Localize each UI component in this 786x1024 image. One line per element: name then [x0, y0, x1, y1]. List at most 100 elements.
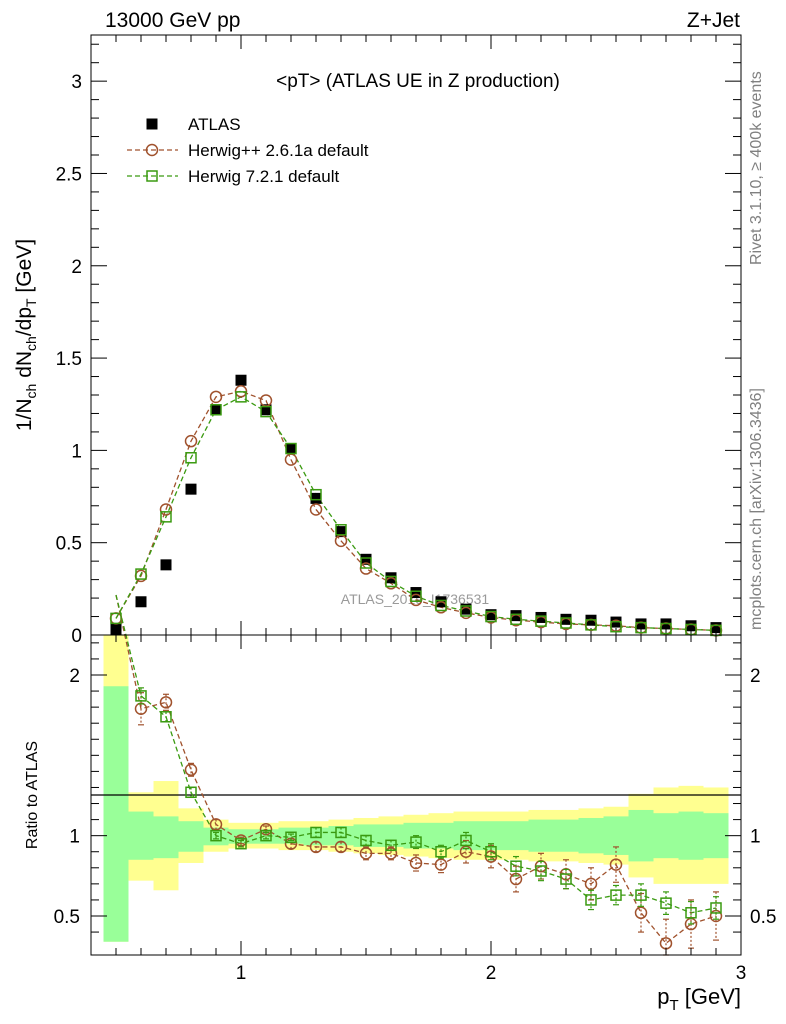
ratio-uncertainty-bands — [103, 635, 729, 942]
main-panel-ticks — [90, 35, 742, 636]
ratio-data-point — [384, 847, 398, 860]
data-point — [410, 590, 422, 602]
data-point — [184, 434, 198, 448]
y-tick-label: 3 — [71, 72, 82, 93]
data-point — [309, 503, 323, 516]
main-panel: 0 0.5 1 1.5 2 2.5 3 ATLAS_2019_I1736531 <pT> (… — [13, 34, 742, 647]
ratio-y-tick-label-right: 1 — [750, 827, 761, 848]
ratio-data-point — [485, 845, 497, 858]
y-tick-label: 1.5 — [56, 349, 82, 370]
data-point — [160, 559, 172, 571]
data-point — [585, 619, 597, 631]
data-point — [360, 553, 372, 565]
data-point — [285, 443, 297, 455]
ratio-y-tick-label-left: 0.5 — [54, 907, 80, 928]
data-point — [135, 568, 147, 580]
ratio-y-axis-label: Ratio to ATLAS — [24, 741, 41, 849]
ratio-y-tick-label-right: 0.5 — [750, 907, 776, 928]
data-point — [435, 599, 447, 612]
ratio-y-tick-label-left: 1 — [69, 827, 80, 848]
data-point — [210, 404, 222, 416]
band-inner-bin — [128, 811, 154, 860]
data-point — [209, 390, 223, 404]
ratio-data-point — [634, 906, 648, 920]
main-title: <pT> (ATLAS UE in Z production) — [276, 71, 560, 92]
data-point — [135, 596, 147, 608]
ratio-data-point — [260, 829, 272, 842]
mcplots-label: mcplots.cern.ch [arXiv:1306.3436] — [748, 388, 765, 630]
ratio-data-point — [184, 763, 198, 777]
data-point — [235, 374, 247, 386]
y-tick-label: 2.5 — [56, 164, 82, 185]
band-inner-bin — [178, 821, 204, 852]
data-point — [535, 615, 547, 627]
band-inner-bin — [528, 819, 554, 852]
ratio-data-point — [335, 826, 347, 839]
ratio-data-point — [560, 873, 572, 885]
main-y-tick-labels: 0 0.5 1 1.5 2 2.5 3 — [56, 72, 82, 647]
ratio-data-point — [309, 840, 323, 854]
ratio-data-point — [159, 696, 173, 709]
data-point — [360, 557, 372, 569]
ratio-y-tick-labels: 0.5 0.5 1 1 2 2 — [54, 666, 777, 928]
ratio-data-point — [185, 786, 197, 799]
ratio-data-point — [160, 711, 172, 723]
data-point — [210, 404, 222, 416]
ratio-panel: 0.5 0.5 1 1 2 2 1 2 3 Ratio to ATLAS pT [GeV] — [24, 594, 777, 1014]
ratio-data-point — [609, 858, 623, 871]
x-axis-label: pT [GeV] — [657, 984, 741, 1014]
ratio-data-point — [310, 826, 322, 839]
band-inner-bin — [628, 809, 654, 862]
x-tick-label: 3 — [736, 963, 747, 984]
legend-label: ATLAS — [188, 115, 241, 134]
band-inner-bin — [603, 816, 629, 855]
ratio-data-point — [584, 877, 598, 891]
data-point — [485, 610, 497, 623]
legend-marker — [146, 118, 158, 130]
ratio-data-point — [235, 837, 247, 850]
header-energy: 13000 GeV pp — [105, 9, 240, 32]
data-point — [460, 605, 472, 617]
ratio-data-point — [460, 834, 472, 847]
ratio-data-point — [259, 822, 273, 836]
main-y-axis-label: 1/Nch dNch/dpT [GeV] — [13, 239, 39, 431]
data-point — [310, 492, 322, 504]
band-inner-bin — [378, 824, 404, 847]
data-point — [185, 483, 197, 495]
ratio-data-point — [134, 702, 148, 715]
ratio-series-lines — [115, 594, 717, 945]
band-inner-bin — [578, 817, 604, 854]
legend: ATLAS Herwig++ 2.6.1a default Herwig 7.2.1… — [127, 115, 369, 186]
rivet-label: Rivet 3.1.10, ≥ 400k events — [748, 71, 765, 265]
band-inner-bin — [553, 819, 579, 852]
ratio-series-line — [115, 594, 717, 914]
data-point — [110, 612, 122, 625]
band-inner-bin — [103, 686, 129, 942]
y-tick-label: 2 — [71, 257, 82, 278]
ratio-data-point — [610, 889, 622, 901]
band-inner-bin — [678, 811, 704, 860]
ratio-data-point — [359, 847, 373, 860]
ratio-panel-ticks — [90, 635, 742, 955]
ratio-data-point — [635, 889, 647, 901]
ratio-data-point — [660, 897, 672, 909]
ratio-data-point — [360, 834, 372, 847]
data-point — [260, 405, 272, 418]
y-tick-label: 0.5 — [56, 534, 82, 555]
x-tick-label: 2 — [486, 963, 497, 984]
ratio-y-tick-label-right: 2 — [750, 666, 761, 687]
legend-marker — [146, 170, 158, 182]
data-point — [510, 610, 522, 622]
ratio-series-marks — [134, 687, 723, 956]
band-inner-bin — [503, 821, 529, 851]
data-point — [385, 575, 397, 588]
data-point — [185, 452, 197, 464]
data-point — [235, 391, 247, 403]
data-point — [260, 404, 272, 416]
ratio-data-point — [285, 831, 297, 844]
data-point — [335, 526, 347, 538]
ratio-series-line — [115, 594, 717, 945]
data-point — [159, 503, 173, 516]
data-point — [485, 609, 497, 621]
